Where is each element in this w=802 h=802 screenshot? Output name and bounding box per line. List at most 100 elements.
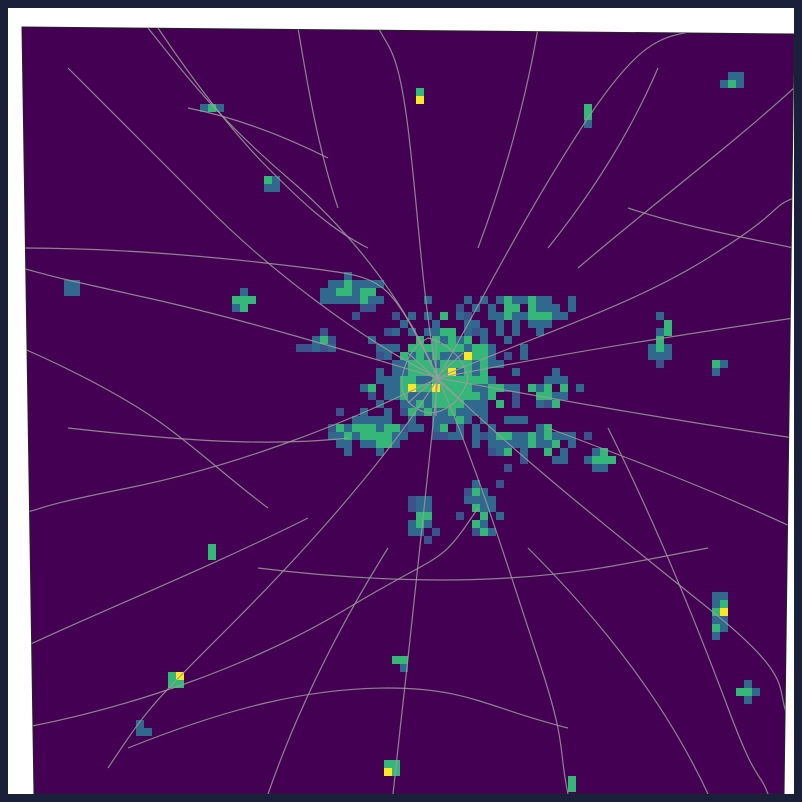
- density-cell: [352, 416, 360, 424]
- density-cell: [480, 504, 488, 512]
- density-cell: [424, 520, 432, 528]
- density-cell: [480, 296, 488, 304]
- density-cell: [512, 312, 520, 320]
- density-cell: [472, 320, 480, 328]
- density-cell: [384, 424, 392, 432]
- density-cell: [416, 88, 424, 96]
- density-cell: [544, 392, 552, 400]
- density-map: [21, 26, 794, 794]
- density-cell: [512, 368, 520, 376]
- density-cell: [432, 528, 440, 536]
- density-cell: [456, 368, 464, 376]
- road-line: [22, 517, 309, 649]
- density-cell: [472, 432, 480, 440]
- density-cell: [400, 400, 408, 408]
- density-cell: [440, 336, 448, 344]
- density-cell: [248, 296, 256, 304]
- density-cell: [496, 296, 504, 304]
- density-cell: [488, 504, 496, 512]
- density-cell: [344, 448, 352, 456]
- density-cell: [384, 768, 392, 776]
- density-cell: [544, 432, 552, 440]
- density-cell: [432, 320, 440, 328]
- density-cell: [600, 456, 608, 464]
- density-cell: [352, 280, 360, 288]
- density-cell: [424, 400, 432, 408]
- density-cell: [512, 440, 520, 448]
- density-cell: [448, 384, 456, 392]
- density-cell: [176, 680, 184, 688]
- road-line: [547, 427, 794, 529]
- density-cell: [392, 360, 400, 368]
- density-cell: [144, 728, 152, 736]
- density-cell: [480, 416, 488, 424]
- density-cell: [496, 320, 504, 328]
- density-cell: [392, 424, 400, 432]
- density-cell: [384, 432, 392, 440]
- density-cell: [408, 384, 416, 392]
- density-cell: [336, 408, 344, 416]
- density-cell: [392, 344, 400, 352]
- density-cell: [560, 432, 568, 440]
- density-cell: [328, 344, 336, 352]
- density-cell: [424, 384, 432, 392]
- density-cell: [208, 544, 216, 552]
- density-cell: [352, 424, 360, 432]
- density-cell: [496, 328, 504, 336]
- road-line: [187, 107, 329, 159]
- density-cell: [416, 400, 424, 408]
- density-cell: [544, 400, 552, 408]
- density-cell: [448, 336, 456, 344]
- density-cell: [272, 176, 280, 184]
- density-cell: [488, 424, 496, 432]
- density-cell: [352, 312, 360, 320]
- density-cell: [360, 416, 368, 424]
- density-cell: [376, 376, 384, 384]
- density-cell: [504, 416, 512, 424]
- density-cell: [528, 312, 536, 320]
- density-cell: [360, 424, 368, 432]
- density-cell: [328, 288, 336, 296]
- density-cell: [456, 384, 464, 392]
- density-cell: [456, 512, 464, 520]
- density-cell: [520, 448, 528, 456]
- density-cell: [320, 288, 328, 296]
- density-cell: [344, 432, 352, 440]
- density-cell: [536, 296, 544, 304]
- density-cell: [480, 344, 488, 352]
- density-cell: [648, 352, 656, 360]
- density-cell: [392, 768, 400, 776]
- density-cell: [488, 496, 496, 504]
- road-line: [577, 87, 794, 269]
- density-cell: [512, 392, 520, 400]
- density-cell: [472, 400, 480, 408]
- density-cell: [424, 496, 432, 504]
- density-cell: [424, 368, 432, 376]
- density-cell: [328, 336, 336, 344]
- density-cell: [312, 344, 320, 352]
- density-cell: [520, 456, 528, 464]
- density-cell: [320, 328, 328, 336]
- density-cell: [456, 312, 464, 320]
- density-cell: [472, 304, 480, 312]
- density-cell: [456, 360, 464, 368]
- density-cell: [440, 344, 448, 352]
- density-cell: [512, 384, 520, 392]
- density-cell: [720, 80, 728, 88]
- density-cell: [656, 328, 664, 336]
- density-cell: [488, 392, 496, 400]
- density-cell: [440, 352, 448, 360]
- density-cell: [464, 496, 472, 504]
- density-cell: [456, 408, 464, 416]
- road-line: [22, 247, 439, 379]
- density-cell: [376, 296, 384, 304]
- density-cell: [512, 304, 520, 312]
- density-cell: [456, 424, 464, 432]
- density-cell: [376, 416, 384, 424]
- density-cell: [712, 368, 720, 376]
- density-cell: [488, 312, 496, 320]
- density-cell: [368, 288, 376, 296]
- density-cell: [408, 408, 416, 416]
- density-cell: [504, 304, 512, 312]
- density-cell: [664, 328, 672, 336]
